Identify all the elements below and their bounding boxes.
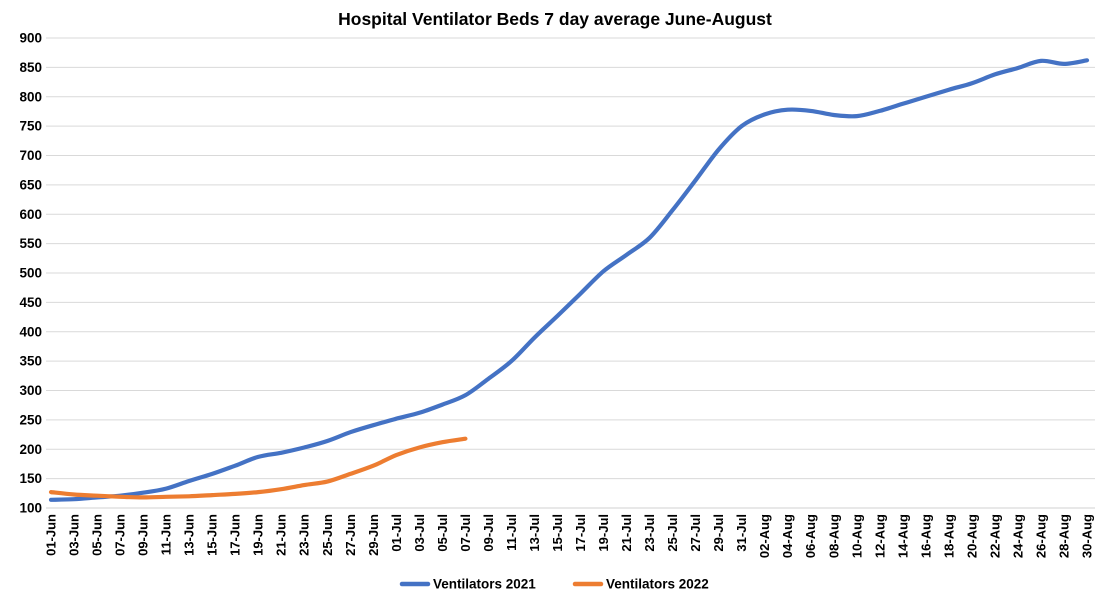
y-axis-tick-label: 550 [19,236,42,251]
x-axis-tick-label: 23-Jul [642,514,657,552]
x-axis-tick-label: 20-Aug [964,514,979,558]
x-axis-tick-label: 23-Jun [297,514,312,556]
x-axis-tick-label: 15-Jul [550,514,565,552]
x-axis-tick-label: 04-Aug [780,514,795,558]
x-axis-labels: 01-Jun 03-Jun 05-Jun 07-Jun 09-Jun 11-Jun 13-J… [44,514,1095,558]
x-axis-tick-label: 25-Jul [665,514,680,552]
x-axis-tick-label: 22-Aug [987,514,1002,558]
x-axis-tick-label: 25-Jun [320,514,335,556]
y-axis-tick-label: 400 [19,324,42,339]
y-axis-tick-label: 200 [19,442,42,457]
x-axis-tick-label: 31-Jul [734,514,749,552]
x-axis-tick-label: 18-Aug [941,514,956,558]
y-axis-labels: 900 850 800 750 700 650 600 550 500 450 400 350 300 2… [19,31,42,516]
chart-title: Hospital Ventilator Beds 7 day average J… [338,9,772,29]
x-axis-tick-label: 29-Jul [711,514,726,552]
x-axis-tick-label: 15-Jun [205,514,220,556]
y-axis-tick-label: 800 [19,89,42,104]
series-line-ventilators-2021 [48,58,1090,502]
x-axis-tick-label: 14-Aug [895,514,910,558]
x-axis-tick-label: 03-Jul [412,514,427,552]
x-axis-tick-label: 12-Aug [872,514,887,558]
x-axis-tick-label: 07-Jun [113,514,128,556]
x-axis-tick-label: 05-Jun [90,514,105,556]
x-axis-tick-label: 11-Jun [159,514,174,555]
x-axis-tick-label: 13-Jul [527,514,542,552]
y-axis-tick-label: 900 [19,31,42,46]
x-axis-tick-label: 08-Aug [826,514,841,558]
x-axis-tick-label: 16-Aug [918,514,933,558]
x-axis-tick-label: 28-Aug [1057,514,1072,558]
gridlines [46,37,1095,509]
x-axis-tick-label: 19-Jul [596,514,611,552]
x-axis-tick-label: 01-Jul [389,514,404,552]
x-axis-tick-label: 21-Jun [274,514,289,556]
x-axis-tick-label: 27-Jul [688,514,703,552]
x-axis-tick-label: 02-Aug [757,514,772,558]
x-axis-tick-label: 17-Jun [228,514,243,556]
x-axis-tick-label: 30-Aug [1080,514,1095,558]
x-axis-tick-label: 11-Jul [504,514,519,551]
x-axis-tick-label: 19-Jun [251,514,266,556]
legend: Ventilators 2021 Ventilators 2022 [399,577,709,592]
y-axis-tick-label: 450 [19,295,42,310]
series-line-ventilators-2022 [48,436,468,500]
legend-label: Ventilators 2021 [433,577,536,592]
x-axis-tick-label: 24-Aug [1010,514,1025,558]
x-axis-tick-label: 10-Aug [849,514,864,558]
x-axis-tick-label: 27-Jun [343,514,358,556]
x-axis-tick-label: 26-Aug [1034,514,1049,558]
x-axis-tick-label: 05-Jul [435,514,450,552]
x-axis-tick-label: 13-Jun [182,514,197,556]
legend-label: Ventilators 2022 [606,577,709,592]
x-axis-tick-label: 07-Jul [458,514,473,552]
y-axis-tick-label: 350 [19,354,42,369]
y-axis-tick-label: 150 [19,471,42,486]
x-axis-tick-label: 06-Aug [803,514,818,558]
y-axis-tick-label: 650 [19,177,42,192]
x-axis-tick-label: 09-Jul [481,514,496,552]
y-axis-tick-label: 700 [19,148,42,163]
x-axis-tick-label: 17-Jul [573,514,588,552]
y-axis-tick-label: 750 [19,119,42,134]
y-axis-tick-label: 250 [19,412,42,427]
y-axis-tick-label: 850 [19,60,42,75]
y-axis-tick-label: 300 [19,383,42,398]
y-axis-tick-label: 600 [19,207,42,222]
x-axis-tick-label: 21-Jul [619,514,634,552]
y-axis-tick-label: 100 [19,501,42,516]
x-axis-tick-label: 09-Jun [136,514,151,556]
x-axis-tick-label: 03-Jun [67,514,82,556]
x-axis-tick-label: 01-Jun [44,514,59,556]
y-axis-tick-label: 500 [19,266,42,281]
series-lines [48,58,1090,502]
x-axis-tick-label: 29-Jun [366,514,381,556]
